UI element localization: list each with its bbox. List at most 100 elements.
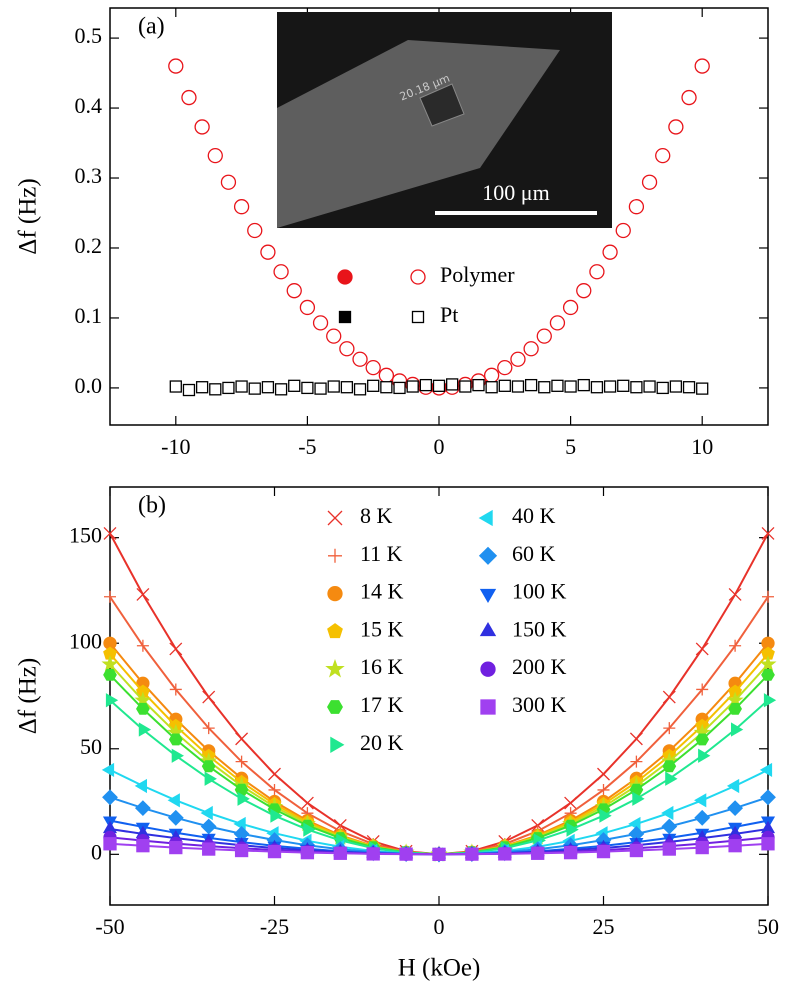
data-point [663,722,676,735]
data-point [523,341,539,357]
data-point [200,818,217,835]
data-point [340,381,354,394]
data-point [762,590,774,603]
data-point [696,382,709,395]
data-point [353,383,367,396]
data-point [300,845,315,860]
data-point [134,800,151,817]
data-point [562,299,579,316]
data-point [169,683,182,696]
x-tick-label: 50 [757,914,779,939]
data-point [728,587,742,601]
data-point [181,89,197,106]
data-point [104,590,116,603]
data-point [339,341,355,357]
data-point [365,359,381,376]
data-point [630,381,643,394]
data-point [641,174,658,190]
data-point [549,315,566,331]
data-point [299,299,316,316]
data-point [168,733,183,746]
y-tick-label: 0.2 [75,233,103,258]
data-point [261,381,275,394]
data-point [327,380,340,393]
data-point [235,755,248,768]
data-point [235,380,248,393]
data-point [102,789,118,806]
data-point [629,783,644,796]
legend-label: 40 K [512,503,556,528]
data-point [656,381,669,395]
legend-label: Polymer [440,262,515,287]
data-point [167,793,180,808]
data-point [134,778,147,794]
data-point [563,845,578,860]
data-point [171,748,184,763]
data-point [662,760,677,773]
data-point [352,351,368,367]
data-point [301,381,314,395]
legend-label: 300 K [512,692,567,717]
data-point [564,380,577,393]
data-point [483,367,500,383]
data-point [759,655,777,672]
x-tick-label: 0 [434,914,445,939]
legend-label: 100 K [512,579,567,604]
data-point [234,843,249,858]
y-tick-label: 0.4 [75,93,103,118]
y-tick-label: 0.5 [75,23,103,48]
data-point [268,767,281,781]
legend-label: 14 K [360,579,404,604]
data-point [432,379,446,392]
data-point [393,381,406,395]
data-point [524,378,538,392]
panel-label: (a) [138,14,165,40]
data-point [103,668,117,681]
data-point [312,315,329,331]
legend-marker [338,310,352,324]
data-point [760,789,776,806]
data-point [326,328,342,344]
panel-label: (b) [138,493,166,519]
data-point [204,771,217,786]
data-point [136,587,150,601]
data-point [668,119,684,135]
legend-marker [479,588,497,603]
data-point [194,119,210,135]
data-point [694,809,711,826]
data-point [167,809,184,826]
legend-marker [327,700,343,714]
data-point [632,791,645,806]
legend-label: 150 K [512,616,567,641]
x-tick-label: 25 [593,914,615,939]
legend-label: 60 K [512,541,556,566]
data-point [446,378,459,391]
data-point [511,380,525,393]
data-point [728,839,742,853]
data-point [655,147,671,164]
data-point [498,379,511,392]
data-point [247,222,263,239]
data-point [698,748,711,763]
data-point [333,846,347,860]
data-point [432,847,446,861]
data-point [207,147,223,164]
data-point [603,380,617,393]
data-point [378,367,395,383]
legend-label: 15 K [360,616,404,641]
data-point [589,264,605,280]
data-point [202,722,215,735]
legend-marker [330,736,345,753]
scale-bar-label: 100 μm [482,180,549,205]
data-point [234,783,249,796]
data-point [682,381,696,394]
inset-image: 20.18 μm 100 μm [277,12,612,228]
x-tick-label: -10 [161,434,190,459]
legend-label: Pt [440,302,458,327]
data-point [662,690,676,704]
data-point [498,847,512,861]
data-point [273,264,289,280]
data-point [695,840,709,855]
data-point [761,668,775,681]
data-point [629,732,643,746]
